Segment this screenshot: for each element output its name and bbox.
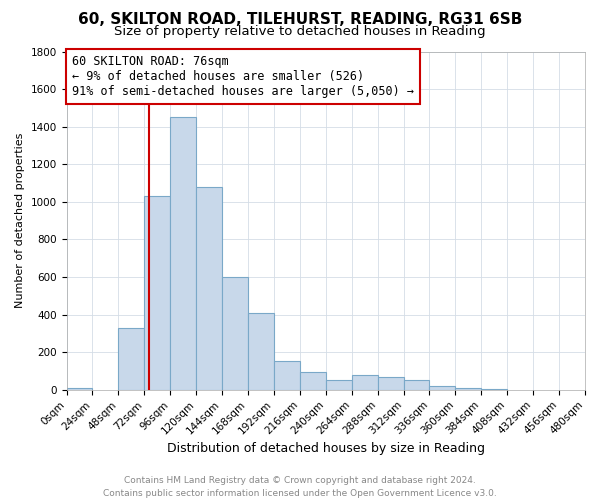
Bar [300, 372, 326, 390]
Bar [222, 277, 248, 390]
Y-axis label: Number of detached properties: Number of detached properties [15, 133, 25, 308]
Bar [455, 388, 481, 390]
Bar [430, 386, 455, 390]
Bar [248, 313, 274, 390]
Text: 60, SKILTON ROAD, TILEHURST, READING, RG31 6SB: 60, SKILTON ROAD, TILEHURST, READING, RG… [78, 12, 522, 28]
Bar [274, 360, 300, 390]
Text: Contains HM Land Registry data © Crown copyright and database right 2024.
Contai: Contains HM Land Registry data © Crown c… [103, 476, 497, 498]
Bar [170, 118, 196, 390]
Text: 60 SKILTON ROAD: 76sqm
← 9% of detached houses are smaller (526)
91% of semi-det: 60 SKILTON ROAD: 76sqm ← 9% of detached … [72, 56, 414, 98]
X-axis label: Distribution of detached houses by size in Reading: Distribution of detached houses by size … [167, 442, 485, 455]
Bar [352, 375, 377, 390]
Bar [144, 196, 170, 390]
Text: Size of property relative to detached houses in Reading: Size of property relative to detached ho… [114, 25, 486, 38]
Bar [196, 187, 222, 390]
Bar [326, 380, 352, 390]
Bar [67, 388, 92, 390]
Bar [481, 389, 507, 390]
Bar [377, 376, 404, 390]
Bar [404, 380, 430, 390]
Bar [118, 328, 144, 390]
